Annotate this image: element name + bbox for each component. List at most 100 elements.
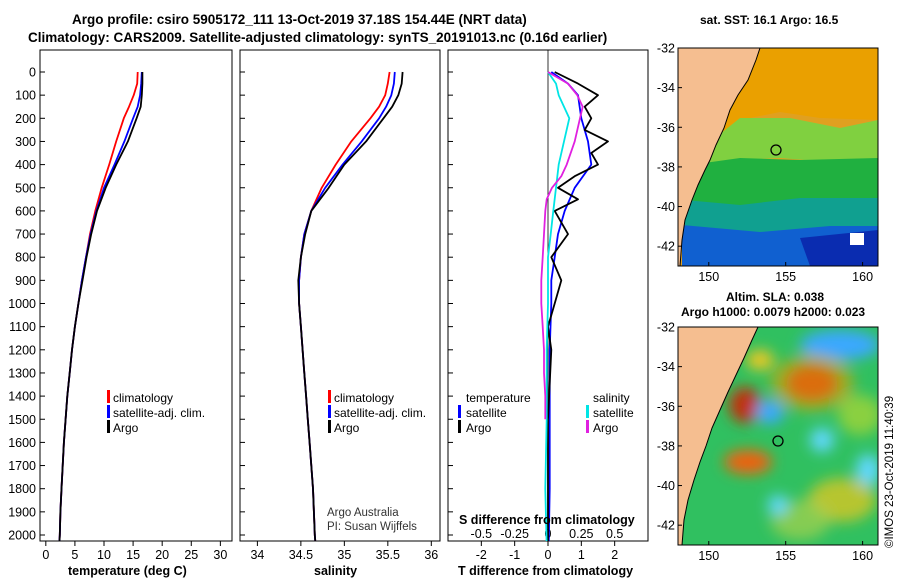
sla-map [678,327,878,545]
sla-blob [768,495,788,515]
temperature-lines [58,71,144,541]
depth-tick-label: 900 [15,274,36,288]
sst-cloud-gap [850,233,864,245]
legend-label-t-satellite: satellite [466,406,507,420]
depth-tick-label: 400 [15,158,36,172]
imos-watermark: ©IMOS 23-Oct-2019 11:40:39 [884,396,896,548]
temperature-panel-frame [39,49,233,542]
depth-tick-label: 1100 [9,320,36,334]
map-y-tick-label: -42 [657,240,675,254]
x-tick-label: 10 [97,548,111,562]
depth-tick-label: 0 [29,66,36,80]
series-line-s-satellite [544,71,571,541]
depth-tick-label: 700 [15,228,36,242]
sla-blob [770,355,854,411]
temperature-x-axis: 0 5 10 15 20 25 30 [42,541,227,562]
legend-label-s-argo: Argo [593,421,619,435]
series-line-argo [297,71,404,541]
depth-tick-label: 1200 [8,343,36,357]
map-y-tick-label: -32 [657,321,675,335]
sla-coastline [681,327,759,545]
s-tick-label: 0.25 [569,527,593,541]
x-tick-label: 34.5 [289,548,313,562]
sst-mid-band [700,118,878,170]
x-tick-label: -1 [509,548,520,562]
series-line-argo [58,72,144,541]
sla-argo-position-marker [772,435,784,447]
depth-tick-label: 1000 [8,297,36,311]
salinity-lines [297,71,404,541]
x-tick-label: 30 [213,548,227,562]
map-y-tick-label: -40 [657,479,675,493]
map-y-tick-label: -42 [657,519,675,533]
sla-land [678,327,758,545]
legend-swatch-s-satellite [586,405,589,418]
map-y-tick-label: -38 [657,439,675,453]
sla-blob [800,330,878,360]
difference-legend: temperature satellite Argo salinity sate… [458,391,634,435]
map-y-tick-label: -34 [657,360,675,374]
map-x-tick-label: 150 [698,270,719,284]
sla-blob [729,387,761,423]
legend-label-satellite: satellite-adj. clim. [113,406,205,420]
legend-title-salinity: salinity [593,391,630,405]
sst-map-title: sat. SST: 16.1 Argo: 16.5 [700,13,839,27]
legend-swatch-t-satellite [458,405,461,418]
legend-swatch-t-argo [458,420,461,433]
depth-tick-label: 600 [15,204,36,218]
legend-swatch-climatology [107,390,110,403]
s-tick-label: -0.5 [471,527,493,541]
sst-map [678,48,878,266]
header-line-1: Argo profile: csiro 5905172_111 13-Oct-2… [72,12,527,27]
sst-argo-position-marker [770,144,782,156]
depth-tick-label: 1500 [8,413,36,427]
sla-blobs [724,330,878,540]
depth-tick-label: 1600 [8,436,36,450]
x-tick-label: 35.5 [376,548,400,562]
map-y-tick-label: -34 [657,81,675,95]
sla-blob [746,350,774,370]
x-tick-label: -2 [476,548,487,562]
depth-tick-label: 1400 [8,390,36,404]
depth-tick-label: 800 [15,251,36,265]
map-y-tick-label: -38 [657,160,675,174]
s-difference-axis-label: S difference from climatology [459,513,635,527]
legend-label-t-argo: Argo [466,421,492,435]
t-difference-axis-label: T difference from climatology [458,564,633,578]
legend-label-argo: Argo [334,421,360,435]
header-line-2: Climatology: CARS2009. Satellite-adjuste… [28,30,607,45]
depth-tick-label: 300 [15,135,36,149]
map-x-tick-label: 155 [775,270,796,284]
legend-swatch-argo [328,420,331,433]
salinity-axis-label: salinity [314,564,357,578]
depth-tick-label: 1900 [8,505,36,519]
depth-tick-label: 1800 [8,482,36,496]
depth-tick-label: 100 [15,89,36,103]
legend-swatch-satellite [328,405,331,418]
x-tick-label: 25 [184,548,198,562]
difference-lines [540,50,609,541]
sst-coastline [679,48,761,266]
series-line-t-satellite [547,71,593,541]
x-tick-label: 35 [337,548,351,562]
map-x-tick-label: 160 [852,549,873,563]
sla-blob [724,450,772,474]
credit-line-1: Argo Australia [327,507,399,519]
depth-tick-label: 1700 [8,459,36,473]
sla-blob [756,400,784,424]
x-tick-label: 0 [42,548,49,562]
x-tick-label: 5 [71,548,78,562]
series-line-t-argo [547,71,609,541]
salinity-legend: climatology satellite-adj. clim. Argo [328,390,426,435]
salinity-panel-frame [239,49,441,542]
legend-title-temperature: temperature [466,391,531,405]
map-y-tick-label: -40 [657,200,675,214]
sla-blob [838,395,878,435]
legend-swatch-argo [107,420,110,433]
x-tick-label: 2 [611,548,618,562]
legend-swatch-s-argo [586,420,589,433]
x-tick-label: 36 [424,548,438,562]
legend-label-s-satellite: satellite [593,406,634,420]
series-line-s-argo [540,71,584,420]
